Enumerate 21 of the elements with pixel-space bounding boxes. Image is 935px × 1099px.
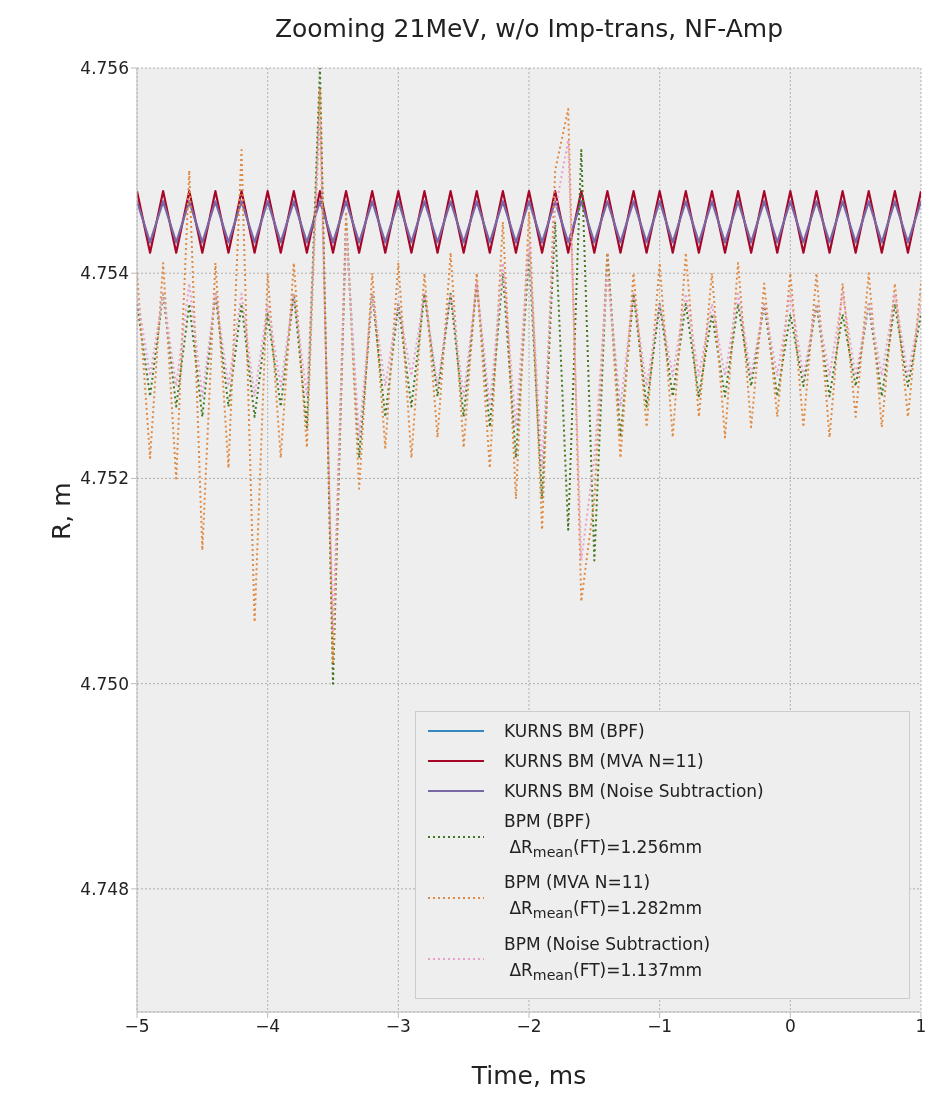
x-tick-label: −5 <box>124 1016 150 1037</box>
y-tick-label: 4.752 <box>80 468 129 489</box>
y-axis-title: R, m <box>46 482 76 540</box>
x-tick-label: −4 <box>255 1016 281 1037</box>
x-tick-label: −2 <box>516 1016 542 1037</box>
legend-label: KURNS BM (BPF) <box>504 719 645 743</box>
legend-label: KURNS BM (Noise Subtraction) <box>504 779 764 803</box>
legend-label: KURNS BM (MVA N=11) <box>504 749 704 773</box>
y-tick-label: 4.748 <box>80 878 129 899</box>
legend-label: BPM (Noise Subtraction) ΔR$_{mean}$(FT)=1.137mm <box>504 932 711 985</box>
legend-label: BPM (MVA N=11) ΔR$_{mean}$(FT)=1.282mm <box>504 871 703 924</box>
x-tick-label: −1 <box>647 1016 673 1037</box>
x-tick-label: 0 <box>784 1016 796 1037</box>
y-tick-label: 4.750 <box>80 673 129 694</box>
legend-label: BPM (BPF) ΔR$_{mean}$(FT)=1.256mm <box>504 809 703 863</box>
y-tick-label: 4.756 <box>80 58 129 79</box>
x-tick-label: −3 <box>385 1016 411 1037</box>
y-tick-label: 4.754 <box>80 263 129 284</box>
chart-title: Zooming 21MeV, w/o Imp-trans, NF-Amp <box>273 14 785 43</box>
x-tick-label: 1 <box>915 1016 927 1037</box>
x-axis-title: Time, ms <box>470 1061 587 1090</box>
